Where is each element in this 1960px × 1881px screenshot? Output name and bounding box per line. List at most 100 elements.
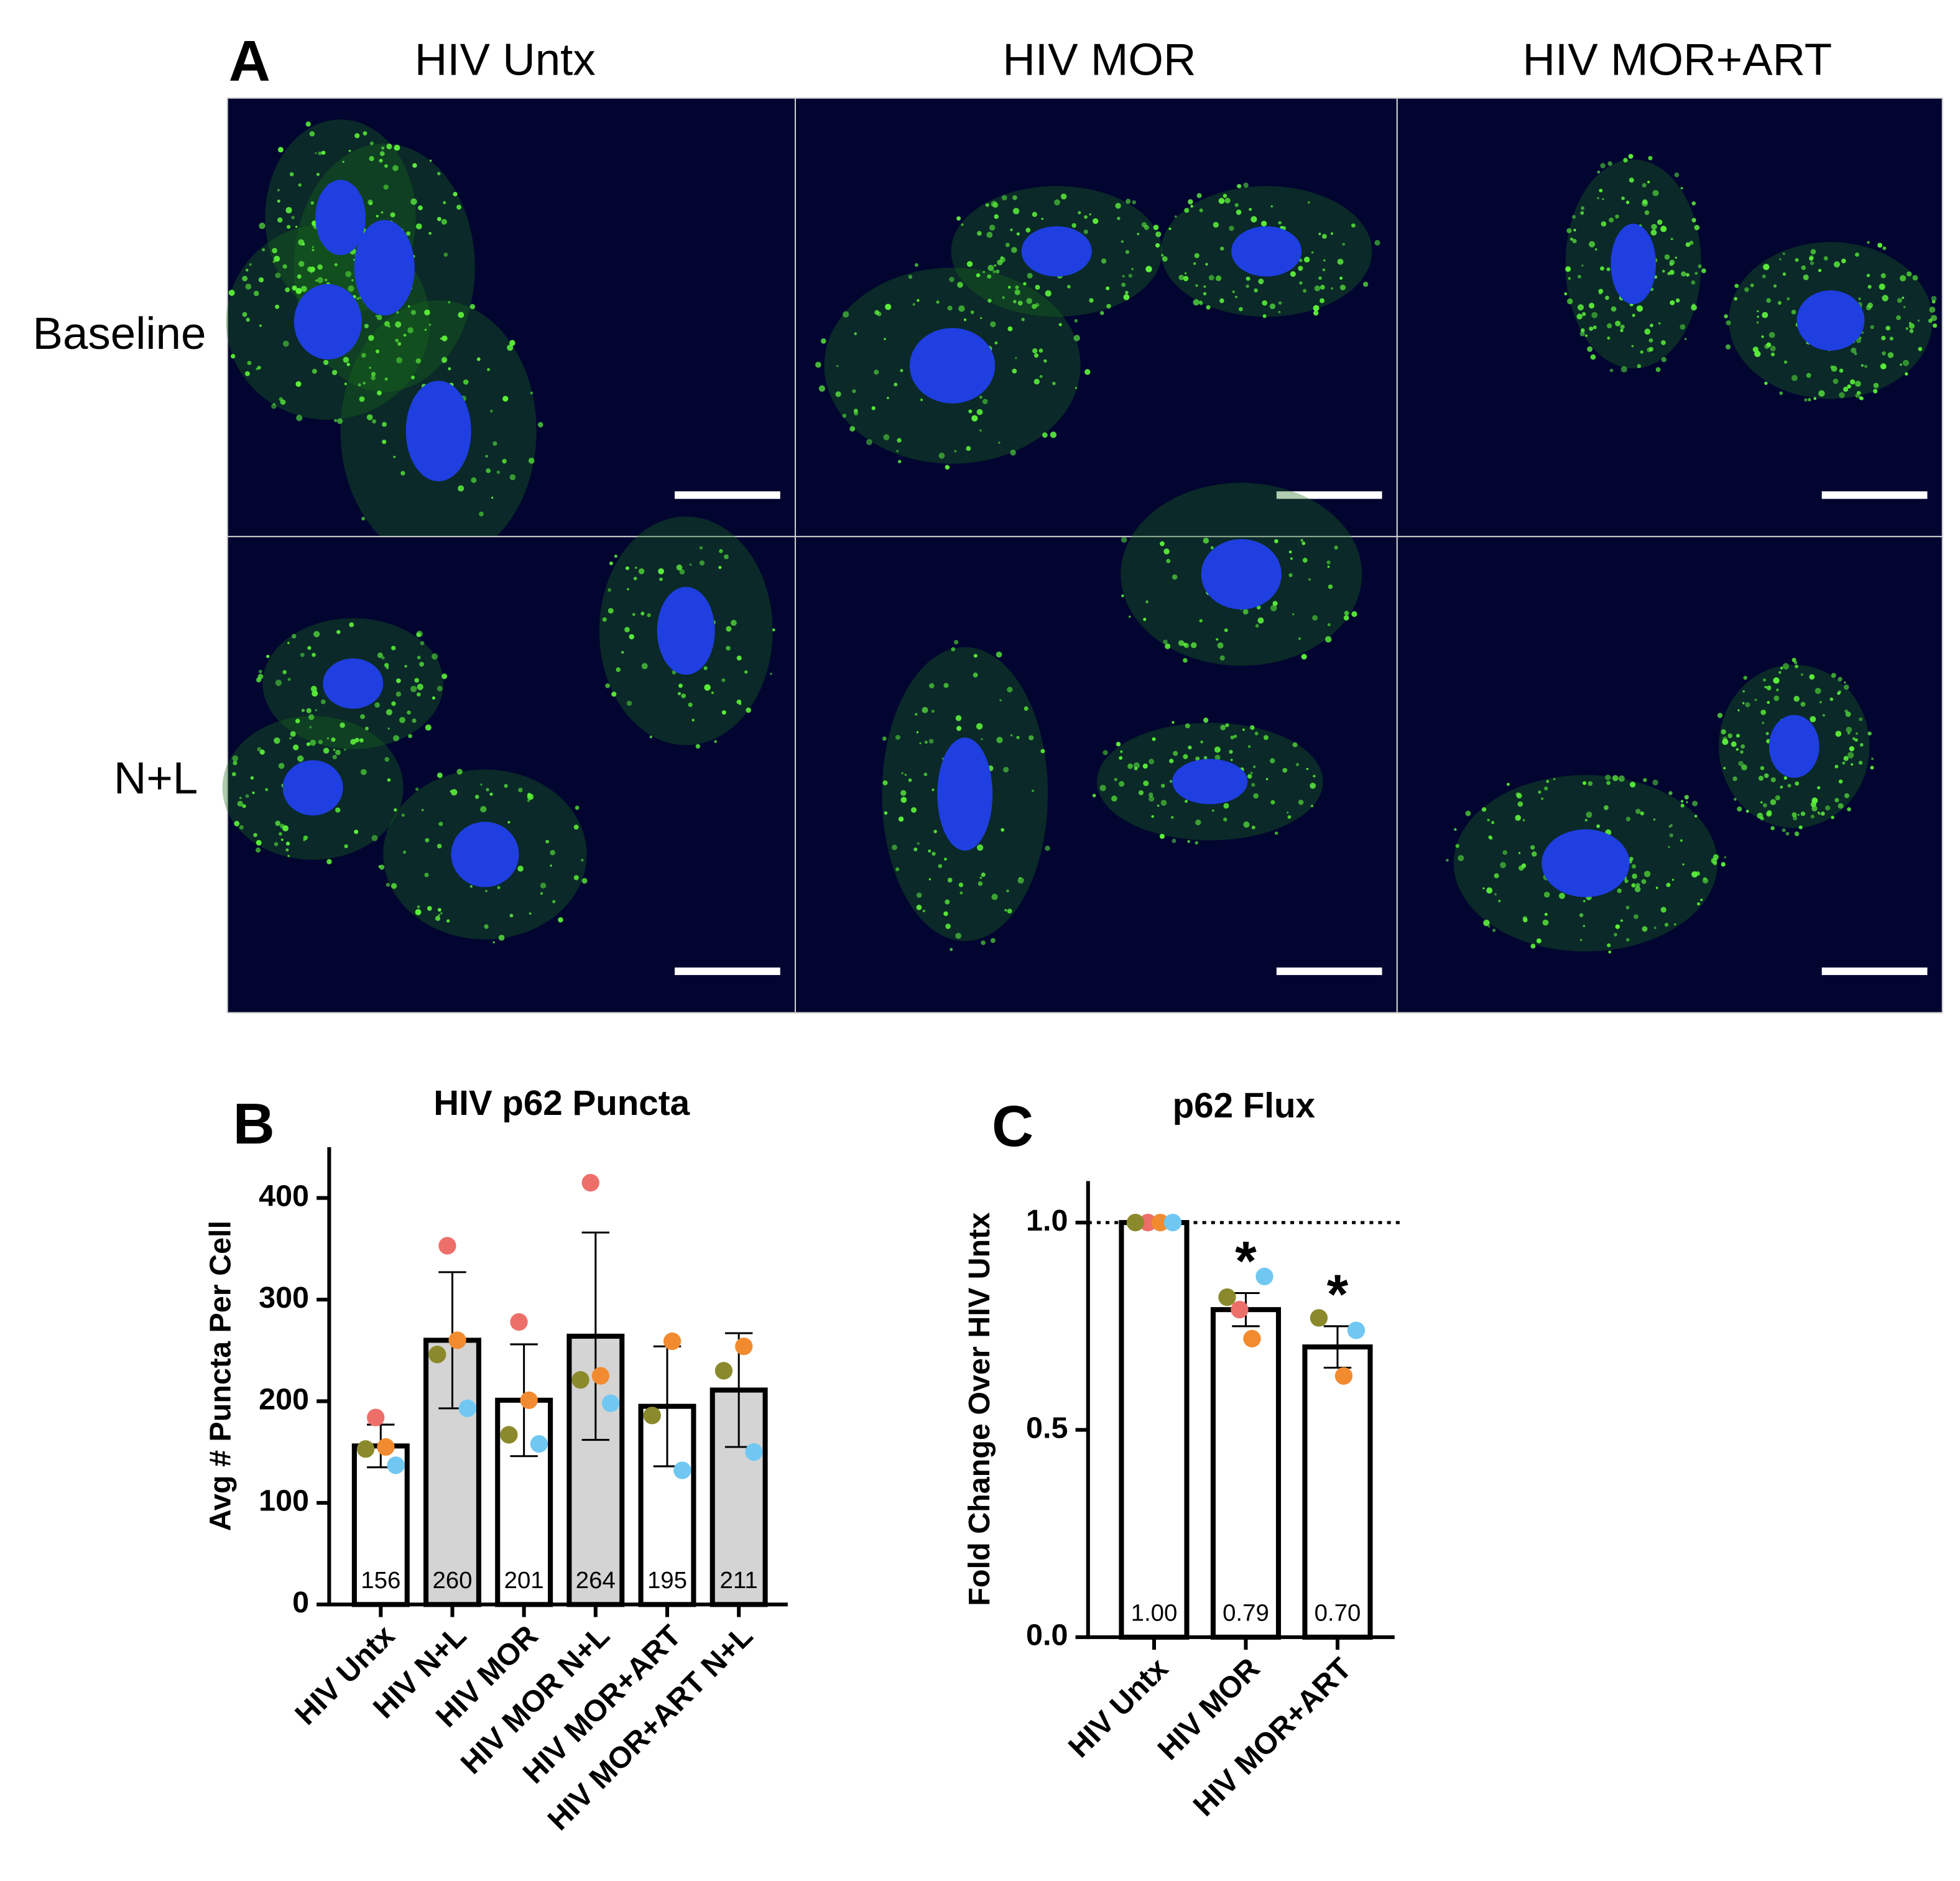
puncta (274, 256, 280, 262)
puncta (1845, 711, 1851, 717)
puncta (1125, 249, 1130, 254)
y-tick-label: 0 (292, 1586, 309, 1619)
puncta (400, 471, 405, 476)
puncta (632, 612, 636, 616)
puncta (247, 361, 252, 366)
puncta (463, 379, 469, 385)
puncta (1007, 285, 1011, 289)
puncta (1628, 154, 1634, 159)
puncta (368, 199, 373, 205)
puncta (1773, 284, 1777, 288)
puncta (1012, 368, 1017, 374)
puncta (677, 691, 682, 696)
puncta (415, 908, 422, 915)
puncta (1254, 731, 1259, 736)
puncta (1531, 851, 1537, 857)
puncta (1847, 807, 1851, 811)
puncta (1762, 803, 1767, 808)
puncta (456, 205, 461, 210)
puncta (242, 804, 246, 808)
puncta (1844, 709, 1848, 713)
data-point (377, 1438, 395, 1456)
puncta (914, 263, 918, 267)
puncta (920, 398, 923, 402)
puncta (337, 418, 343, 424)
data-point (1334, 1367, 1353, 1385)
value-label: 264 (576, 1567, 616, 1594)
puncta (527, 793, 534, 800)
puncta (898, 816, 904, 822)
puncta (498, 935, 505, 941)
puncta (440, 912, 443, 915)
puncta (295, 225, 298, 228)
puncta (944, 857, 947, 861)
puncta (435, 915, 441, 922)
puncta (410, 685, 417, 693)
puncta (359, 396, 365, 402)
puncta (301, 708, 305, 713)
puncta (895, 867, 900, 872)
puncta (326, 859, 332, 864)
nucleus (354, 220, 415, 316)
data-point (1163, 1213, 1182, 1232)
puncta (1558, 892, 1565, 899)
puncta (1579, 938, 1583, 941)
puncta (344, 382, 347, 386)
data-point (714, 1362, 733, 1380)
puncta (1269, 758, 1275, 764)
puncta (1810, 261, 1814, 266)
puncta (1054, 199, 1060, 206)
puncta (1609, 369, 1614, 372)
puncta (1767, 810, 1772, 815)
puncta (552, 900, 556, 904)
puncta (990, 938, 996, 943)
puncta (1224, 628, 1228, 632)
y-tick-label: 400 (259, 1179, 309, 1213)
puncta (312, 249, 315, 252)
puncta (1615, 320, 1621, 326)
puncta (1151, 815, 1154, 818)
puncta (1808, 398, 1811, 402)
puncta (1010, 228, 1013, 231)
puncta (916, 731, 919, 734)
puncta (1351, 611, 1357, 617)
puncta (245, 284, 252, 290)
puncta (1258, 279, 1264, 285)
puncta (1686, 273, 1690, 277)
puncta (469, 303, 476, 310)
puncta (1839, 368, 1844, 373)
puncta (1590, 354, 1596, 360)
puncta (951, 647, 956, 652)
puncta (1157, 804, 1160, 807)
puncta (1015, 285, 1019, 290)
y-tick-label: 300 (259, 1281, 309, 1315)
puncta (1793, 696, 1800, 702)
puncta (1314, 285, 1321, 292)
puncta (1783, 360, 1788, 364)
puncta (1782, 663, 1790, 670)
puncta (374, 702, 381, 708)
puncta (1670, 824, 1673, 827)
puncta (931, 709, 935, 713)
puncta (320, 699, 326, 705)
puncta (1764, 773, 1769, 779)
puncta (1278, 301, 1282, 305)
puncta (1648, 346, 1654, 352)
puncta (1871, 757, 1874, 760)
puncta (1580, 328, 1585, 333)
puncta (981, 737, 983, 741)
puncta (1858, 297, 1861, 300)
puncta (581, 859, 584, 862)
puncta (1779, 258, 1782, 261)
puncta (602, 617, 607, 622)
puncta (1121, 537, 1127, 543)
puncta (1671, 879, 1675, 881)
puncta (1823, 256, 1828, 261)
puncta (609, 562, 613, 566)
puncta (1149, 792, 1153, 797)
puncta (1795, 664, 1799, 668)
panel-label: B (233, 1091, 275, 1156)
puncta (1804, 398, 1808, 402)
puncta (312, 369, 317, 374)
puncta (1326, 560, 1331, 565)
